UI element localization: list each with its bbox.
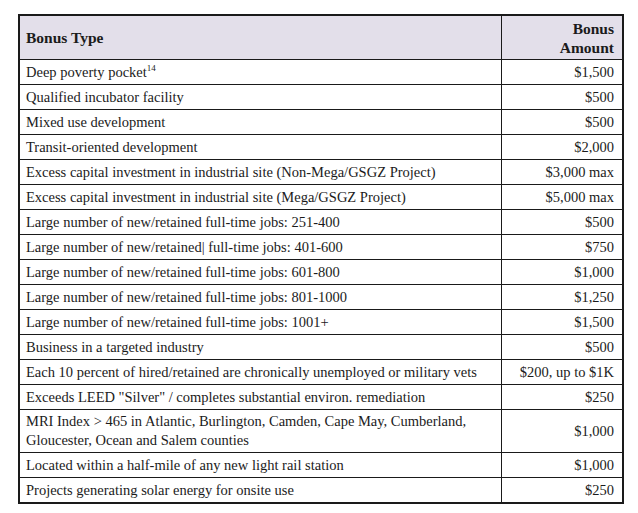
bonus-type-text: Qualified incubator facility xyxy=(26,89,184,105)
bonus-type-cell: Deep poverty pocket14 xyxy=(19,60,501,85)
bonus-type-text: Transit-oriented development xyxy=(26,139,197,155)
bonus-amount-cell: $1,000 xyxy=(501,260,623,285)
bonus-type-text: Large number of new/retained full-time j… xyxy=(26,314,329,330)
bonus-type-cell: Excess capital investment in industrial … xyxy=(19,185,501,210)
bonus-type-cell: Large number of new/retained full-time j… xyxy=(19,210,501,235)
bonus-amount-cell: $3,000 max xyxy=(501,160,623,185)
bonus-type-text: Mixed use development xyxy=(26,114,165,130)
bonus-amount-cell: $500 xyxy=(501,210,623,235)
bonus-amount-cell: $500 xyxy=(501,335,623,360)
bonus-type-text: Large number of new/retained full-time j… xyxy=(26,264,340,280)
bonus-amount-cell: $500 xyxy=(501,110,623,135)
bonus-table: Bonus Type Bonus Amount Deep poverty poc… xyxy=(18,14,624,504)
table-row: Large number of new/retained full-time j… xyxy=(19,285,623,310)
bonus-type-cell: Excess capital investment in industrial … xyxy=(19,160,501,185)
bonus-type-cell: Large number of new/retained full-time j… xyxy=(19,285,501,310)
bonus-amount-cell: $750 xyxy=(501,235,623,260)
bonus-type-cell: Located within a half-mile of any new li… xyxy=(19,453,501,478)
bonus-table-header: Bonus Type Bonus Amount xyxy=(19,15,623,60)
bonus-type-text: Exceeds LEED "Silver" / completes substa… xyxy=(26,389,425,405)
bonus-type-text: Large number of new/retained full-time j… xyxy=(26,214,340,230)
table-row: Mixed use development $500 xyxy=(19,110,623,135)
bonus-amount-header: Bonus Amount xyxy=(501,15,623,60)
bonus-type-cell: Mixed use development xyxy=(19,110,501,135)
bonus-type-text: Business in a targeted industry xyxy=(26,339,204,355)
bonus-type-cell: Large number of new/retained| full-time … xyxy=(19,235,501,260)
table-row: Transit-oriented development $2,000 xyxy=(19,135,623,160)
bonus-type-text: Deep poverty pocket xyxy=(26,64,147,80)
bonus-type-cell: Business in a targeted industry xyxy=(19,335,501,360)
bonus-amount-cell: $1,500 xyxy=(501,310,623,335)
table-row: Large number of new/retained full-time j… xyxy=(19,310,623,335)
page: { "colors": { "page_background": "#fffff… xyxy=(0,0,638,513)
bonus-amount-cell: $200, up to $1K xyxy=(501,360,623,385)
bonus-amount-cell: $1,250 xyxy=(501,285,623,310)
footnote-marker: 14 xyxy=(147,63,156,73)
bonus-type-cell: Large number of new/retained full-time j… xyxy=(19,260,501,285)
bonus-type-cell: Transit-oriented development xyxy=(19,135,501,160)
table-row: Excess capital investment in industrial … xyxy=(19,160,623,185)
bonus-amount-cell: $1,000 xyxy=(501,453,623,478)
table-row: Large number of new/retained full-time j… xyxy=(19,260,623,285)
bonus-type-cell: Projects generating solar energy for ons… xyxy=(19,478,501,504)
table-row: Large number of new/retained| full-time … xyxy=(19,235,623,260)
bonus-type-text: Large number of new/retained full-time j… xyxy=(26,289,347,305)
table-row: Deep poverty pocket14 $1,500 xyxy=(19,60,623,85)
bonus-amount-cell: $500 xyxy=(501,85,623,110)
table-row: MRI Index > 465 in Atlantic, Burlington,… xyxy=(19,410,623,453)
bonus-type-text: Each 10 percent of hired/retained are ch… xyxy=(26,364,477,380)
bonus-table-body: Deep poverty pocket14 $1,500 Qualified i… xyxy=(19,60,623,504)
bonus-amount-cell: $5,000 max xyxy=(501,185,623,210)
bonus-type-cell: Exceeds LEED "Silver" / completes substa… xyxy=(19,385,501,410)
bonus-type-cell: Large number of new/retained full-time j… xyxy=(19,310,501,335)
table-row: Qualified incubator facility $500 xyxy=(19,85,623,110)
table-row: Excess capital investment in industrial … xyxy=(19,185,623,210)
bonus-type-text: Located within a half-mile of any new li… xyxy=(26,457,344,473)
header-row: Bonus Type Bonus Amount xyxy=(19,15,623,60)
bonus-table-container: Bonus Type Bonus Amount Deep poverty poc… xyxy=(18,14,624,504)
bonus-type-text: Excess capital investment in industrial … xyxy=(26,164,436,180)
bonus-amount-cell: $250 xyxy=(501,478,623,504)
bonus-type-cell: Each 10 percent of hired/retained are ch… xyxy=(19,360,501,385)
bonus-amount-cell: $1,000 xyxy=(501,410,623,453)
bonus-amount-cell: $2,000 xyxy=(501,135,623,160)
table-row: Located within a half-mile of any new li… xyxy=(19,453,623,478)
table-row: Projects generating solar energy for ons… xyxy=(19,478,623,504)
bonus-type-text: MRI Index > 465 in Atlantic, Burlington,… xyxy=(26,413,466,448)
bonus-type-cell: MRI Index > 465 in Atlantic, Burlington,… xyxy=(19,410,501,453)
bonus-type-cell: Qualified incubator facility xyxy=(19,85,501,110)
table-row: Business in a targeted industry $500 xyxy=(19,335,623,360)
bonus-type-text: Large number of new/retained| full-time … xyxy=(26,239,343,255)
table-row: Exceeds LEED "Silver" / completes substa… xyxy=(19,385,623,410)
table-row: Large number of new/retained full-time j… xyxy=(19,210,623,235)
bonus-type-text: Projects generating solar energy for ons… xyxy=(26,482,294,498)
bonus-amount-cell: $1,500 xyxy=(501,60,623,85)
bonus-amount-cell: $250 xyxy=(501,385,623,410)
bonus-type-header: Bonus Type xyxy=(19,15,501,60)
bonus-type-text: Excess capital investment in industrial … xyxy=(26,189,406,205)
table-row: Each 10 percent of hired/retained are ch… xyxy=(19,360,623,385)
